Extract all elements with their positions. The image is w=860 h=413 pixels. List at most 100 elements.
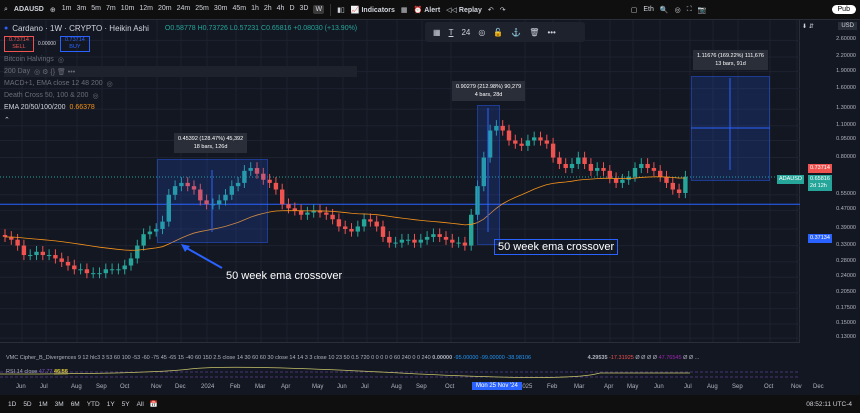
currency-select[interactable]: USD <box>838 22 857 30</box>
annotation-ema-crossover-1[interactable]: 50 week ema crossover <box>226 270 343 282</box>
candle-type-icon[interactable]: ▮▯ <box>337 6 345 14</box>
candle-body <box>204 200 209 205</box>
layouts-icon[interactable]: ▦ <box>400 6 408 14</box>
chart-legend: ● Cardano · 1W · CRYPTO · Heikin Ashi O0.5… <box>4 23 358 126</box>
price-axis[interactable]: ⬇ ⇵ USD 2.60000 2.20000 1.90000 1.60000 1.30… <box>800 20 860 342</box>
layout-icon[interactable]: ▢ <box>630 6 638 14</box>
timeframe-3D[interactable]: 3D <box>299 5 309 12</box>
study-death-cross[interactable]: Death Cross 50, 100 & 200 ◎ <box>4 92 99 100</box>
fullscreen-icon[interactable]: ⛶ <box>686 5 692 13</box>
candle-body <box>380 226 386 237</box>
price-label: 0.55000 <box>836 190 856 197</box>
timeframe-W[interactable]: W <box>313 5 325 14</box>
candle-body <box>122 265 127 270</box>
price-label: 2.60000 <box>836 36 856 43</box>
candle-body <box>210 204 216 206</box>
study-ema[interactable]: EMA 20/50/100/200 0.66378 <box>4 104 95 111</box>
timeframe-1h[interactable]: 1h <box>251 5 259 12</box>
range-3M[interactable]: 3M <box>54 400 64 408</box>
candle-body <box>601 168 606 171</box>
candle-body <box>368 219 373 222</box>
more-icon[interactable]: ••• <box>547 27 556 37</box>
range-1M[interactable]: 1M <box>38 400 48 408</box>
range-5D[interactable]: 5D <box>23 400 32 408</box>
anchor-icon[interactable]: ⚓ <box>511 27 522 37</box>
candle-body <box>267 179 272 183</box>
range-1D[interactable]: 1D <box>8 400 17 408</box>
range-6M[interactable]: 6M <box>70 400 80 408</box>
search-zoom-icon[interactable]: 🔍 <box>659 6 669 14</box>
font-size[interactable]: 24 <box>461 27 471 37</box>
price-label: 0.39000 <box>836 224 856 231</box>
range-YTD[interactable]: YTD <box>86 400 100 408</box>
time-label: Nov <box>151 384 162 390</box>
price-label: 0.20500 <box>836 288 856 295</box>
settings-icon[interactable]: ◎ <box>478 27 486 37</box>
camera-icon[interactable]: 📷 <box>697 6 707 14</box>
price-label: 2.20000 <box>836 53 856 59</box>
timeframe-4h[interactable]: 4h <box>276 5 285 12</box>
candle-body <box>374 221 379 227</box>
timeframe-10m[interactable]: 10m <box>120 5 135 12</box>
candle-body <box>147 231 153 235</box>
range-All[interactable]: All <box>136 400 144 408</box>
top-toolbar: ⌕ ADAUSD ⊕ 1m 3m 5m 7m 10m 12m 20m 24m 25m 30m 45m… <box>0 0 860 20</box>
range-1Y[interactable]: 1Y <box>106 400 115 408</box>
timeframe-7m[interactable]: 7m <box>105 5 116 12</box>
range-5Y[interactable]: 5Y <box>121 400 130 408</box>
settings-icon[interactable]: ◎ <box>674 6 681 14</box>
study-bitcoin-halvings[interactable]: Bitcoin Halvings ◎ <box>4 56 64 64</box>
layout-name[interactable]: Eth <box>643 6 654 13</box>
buy-button[interactable]: 0.73714 BUY <box>59 36 90 52</box>
hidden-eye-icon: ◎ <box>57 56 64 64</box>
timeframe-25m[interactable]: 25m <box>195 5 209 12</box>
search-icon[interactable]: ⌕ <box>4 5 8 13</box>
eye-icon: ◎ ⚙ {} 🗑 ••• <box>34 68 76 76</box>
symbol-search[interactable]: ADAUSD <box>13 6 44 13</box>
replay-button[interactable]: ◁◁ Replay <box>446 6 482 14</box>
candle-body <box>481 157 486 187</box>
timeframe-12m[interactable]: 12m <box>139 5 153 12</box>
candle-body <box>46 255 52 257</box>
timeframe-24m[interactable]: 24m <box>176 5 191 12</box>
publish-button[interactable]: Pub <box>831 5 856 14</box>
timeframe-2h[interactable]: 2h <box>263 5 272 12</box>
lock-icon[interactable]: 🔓 <box>493 27 504 37</box>
sell-button[interactable]: 0.73714 SELL <box>4 36 34 52</box>
measure-label-2: 0.90279 (212.98%) 90,279 4 bars, 28d <box>452 81 526 101</box>
candle-body <box>462 242 468 246</box>
indicators-button[interactable]: 📈 Indicators <box>350 6 395 14</box>
text-color-icon[interactable]: T <box>448 27 454 37</box>
alert-button[interactable]: ⏰ Alert <box>413 6 441 14</box>
timeframe-5m[interactable]: 5m <box>91 5 101 12</box>
trash-icon[interactable]: 🗑 <box>529 27 540 37</box>
templates-icon[interactable]: ▦ <box>433 27 441 37</box>
study-macd[interactable]: MACD+1, EMA close 12 48 200 ◎ <box>4 80 113 88</box>
goto-date-icon[interactable]: 📅 <box>149 401 158 408</box>
candle-body <box>72 265 77 270</box>
scale-buttons[interactable]: ⬇ ⇵ <box>802 24 814 30</box>
time-label: Jul <box>684 384 692 390</box>
timeframe-D[interactable]: D <box>289 5 295 12</box>
candle-body <box>550 143 556 158</box>
candle-body <box>160 221 165 229</box>
symbol-tag: ADAUSD <box>777 175 804 184</box>
time-axis[interactable]: Jun Jul Aug Sep Oct Nov Dec 2024 Feb Mar Apr May Jun… <box>0 381 860 395</box>
timeframe-3m[interactable]: 3m <box>76 5 87 12</box>
study-200-day[interactable]: 200 Day ◎ ⚙ {} 🗑 ••• <box>4 66 358 77</box>
collapse-legend-icon[interactable]: ⌃ <box>4 116 10 124</box>
annotation-ema-crossover-2[interactable]: 50 week ema crossover <box>494 239 619 255</box>
undo-icon[interactable]: ↶ <box>487 6 494 14</box>
time-label: 2025 <box>519 384 533 390</box>
candle-body <box>670 182 675 190</box>
redo-icon[interactable]: ↷ <box>499 6 506 14</box>
add-symbol-icon[interactable]: ⊕ <box>49 6 56 14</box>
candle-body <box>538 137 543 141</box>
price-label: 0.24000 <box>836 273 856 280</box>
timeframe-45m[interactable]: 45m <box>232 5 247 12</box>
vmc-cipher-legend[interactable]: VMC Cipher_B_Divergences 9 12 hlc3 3 53 … <box>6 355 700 361</box>
clock: 08:52:11 UTC-4 <box>806 400 852 408</box>
timeframe-20m[interactable]: 20m <box>157 5 172 12</box>
timeframe-30m[interactable]: 30m <box>213 5 228 12</box>
timeframe-1m[interactable]: 1m <box>61 5 72 12</box>
